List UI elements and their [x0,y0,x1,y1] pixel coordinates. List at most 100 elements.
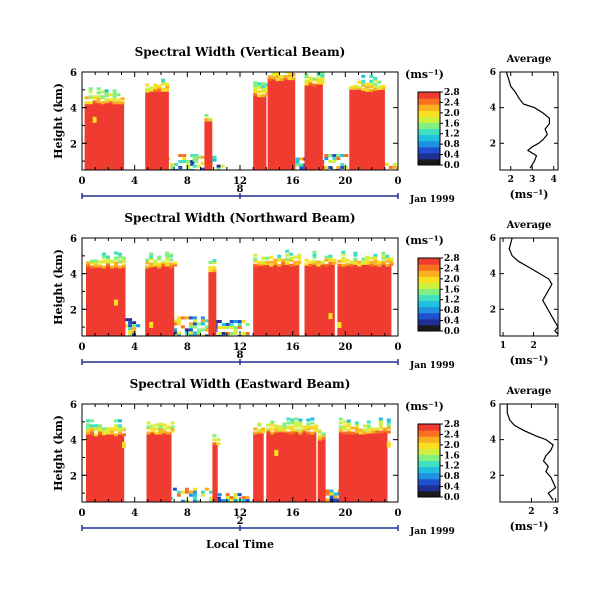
signal-edge-cell [361,87,366,91]
signal-edge-cell [294,421,299,425]
signal-edge-cell [310,421,315,425]
noise-cell [194,154,199,157]
colorbar-swatch [418,442,440,449]
noise-cell [196,322,201,326]
noise-cell [217,499,222,502]
signal-edge-cell [261,430,266,434]
signal-edge-cell [253,259,258,263]
x-tick-label: 20 [338,176,352,187]
signal-edge-cell [153,86,158,90]
noise-cell [190,163,195,166]
noise-cell [186,166,191,169]
noise-cell [192,490,197,494]
signal-edge-cell [165,254,170,258]
signal-edge-cell [286,421,291,425]
signal-edge-cell [86,264,90,268]
signal-edge-cell [314,424,319,428]
signal-edge-cell [369,88,374,92]
signal-edge-cell [165,82,170,86]
signal-edge-cell [377,80,382,84]
signal-edge-cell [365,85,370,89]
signal-edge-cell [118,265,122,269]
noise-cell [132,321,137,325]
signal-edge-cell [274,426,279,430]
noise-cell [329,492,334,496]
signal-edge-cell [361,260,366,264]
signal-edge-cell [100,101,105,105]
signal-edge-cell [273,261,278,265]
average-panel: Average 2 4 6 1 2 (ms⁻¹) [490,220,559,367]
signal-edge-cell [320,79,325,83]
signal-edge-cell [266,423,271,427]
signal-edge-cell [349,85,354,89]
noise-cell [176,319,181,323]
signal-edge-cell [345,262,350,266]
signal-edge-cell [381,251,386,255]
signal-edge-cell [279,78,284,82]
colorbar-tick-label: 0.4 [444,483,460,493]
signal-edge-cell [120,101,125,105]
signal-edge-cell [370,430,375,434]
noise-cell [329,489,334,493]
signal-edge-cell [341,263,346,267]
signal-edge-cell [157,262,162,266]
x-tick-label: 0 [79,508,86,519]
noise-cell [295,160,300,164]
noise-cell [176,334,181,336]
signal-edge-cell [150,424,155,428]
noise-cell [186,160,191,163]
colorbar-swatch [418,306,440,314]
signal-fill [208,270,217,336]
signal-edge-cell [346,424,351,428]
signal-edge-cell [90,428,94,432]
signal-edge-cell [94,427,98,431]
noise-cell [204,487,209,491]
signal-edge-cell [385,254,390,258]
colorbar-tick-label: 2.8 [444,420,460,430]
colorbar: 0.00.40.81.21.62.02.42.8 [417,88,460,171]
average-panel: Average 2 4 6 2 3(ms⁻¹) [490,386,559,533]
colorbar-swatch [418,294,440,302]
signal-edge-cell [291,77,296,81]
y-tick-label: 4 [70,436,77,447]
signal-edge-cell [94,264,98,268]
signal-edge-cell [118,252,122,256]
signal-edge-cell [297,253,302,257]
average-y-tick-label: 4 [490,436,496,446]
signal-edge-cell [173,263,178,267]
signal-edge-cell [312,259,317,263]
signal-edge-cell [286,425,291,429]
signal-block [84,87,125,170]
noise-cell [188,490,193,494]
signal-edge-cell [378,420,383,424]
noise-cell [233,493,238,497]
signal-edge-cell [283,75,288,79]
panel-3: Spectral Width (Eastward Beam) 2 4 6 Height … [52,377,559,537]
signal-edge-cell [277,254,282,258]
signal-edge-cell [102,265,106,269]
signal-edge-cell [293,262,298,266]
signal-edge-cell [100,95,105,99]
signal-block [86,419,126,502]
colorbar: 0.00.40.81.21.62.02.42.8 [417,254,460,337]
x-tick-label: 16 [286,342,300,353]
x-tick-label: 16 [286,176,300,187]
noise-cell [241,320,246,323]
signal-block [208,259,217,336]
noise-cell [299,163,304,167]
signal-fill [86,434,125,502]
signal-edge-cell [353,261,358,265]
signal-edge-cell [112,98,117,102]
signal-edge-cell [378,417,383,421]
noise-cell [237,493,242,497]
noise-cell [200,155,205,159]
signal-edge-cell [165,85,170,89]
signal-edge-cell [297,256,302,260]
signal-edge-cell [341,252,346,256]
signal-edge-cell [212,438,217,442]
signal-edge-cell [104,100,109,104]
signal-edge-cell [338,425,343,429]
colorbar-tick-label: 0.8 [444,472,460,482]
signal-edge-cell [112,95,117,99]
signal-edge-cell [361,257,366,261]
